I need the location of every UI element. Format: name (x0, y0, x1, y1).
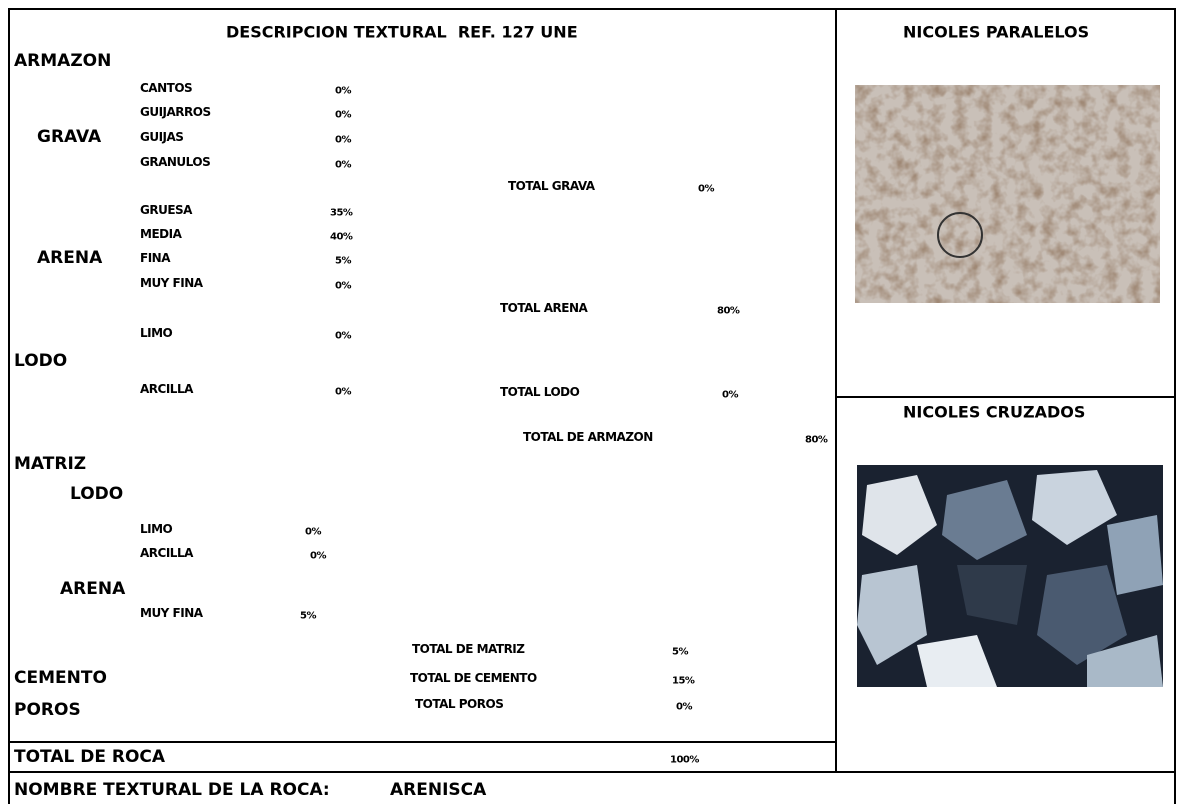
item-label: ARCILLA (140, 382, 193, 396)
total-label: TOTAL POROS (415, 697, 504, 711)
total-value: 80% (717, 305, 740, 317)
border (8, 771, 1176, 773)
group: GRAVA (37, 127, 102, 147)
item-value: 0% (305, 526, 321, 538)
item-label: CANTOS (140, 81, 193, 95)
section: POROS (14, 700, 81, 720)
total-label: TOTAL DE ARMAZON (523, 430, 653, 444)
border (8, 8, 1176, 10)
item-label: MEDIA (140, 227, 182, 241)
group: ARENA (37, 248, 103, 268)
group: LODO (70, 484, 124, 504)
item-value: 5% (300, 610, 316, 622)
item-value: 0% (335, 85, 351, 97)
total-value: 15% (672, 675, 695, 687)
item-label: GUIJARROS (140, 105, 211, 119)
total-label: TOTAL ARENA (500, 301, 588, 315)
item-value: 0% (335, 330, 351, 342)
item-label: GRUESA (140, 203, 192, 217)
total-value: 100% (670, 754, 699, 766)
item-value: 0% (335, 280, 351, 292)
item-label: MUY FINA (140, 276, 203, 290)
name-value: ARENISCA (390, 780, 487, 800)
total-label: TOTAL LODO (500, 385, 580, 399)
total-value: 80% (805, 434, 828, 446)
item-value: 0% (335, 109, 351, 121)
item-label: LIMO (140, 326, 173, 340)
item-label: LIMO (140, 522, 173, 536)
item-value: 40% (330, 231, 353, 243)
total-label: TOTAL DE MATRIZ (412, 642, 525, 656)
panel-title: NICOLES PARALELOS (903, 22, 1090, 42)
section: LODO (14, 351, 68, 371)
item-label: MUY FINA (140, 606, 203, 620)
border (1174, 8, 1176, 804)
group: ARENA (60, 579, 126, 599)
total-value: 0% (676, 701, 692, 713)
section: CEMENTO (14, 668, 107, 688)
section: ARMAZON (14, 51, 112, 71)
item-value: 5% (335, 255, 351, 267)
total-label: TOTAL DE ROCA (14, 747, 166, 767)
border (8, 741, 837, 743)
total-value: 0% (722, 389, 738, 401)
item-value: 0% (335, 159, 351, 171)
border (835, 8, 837, 772)
border (8, 8, 10, 804)
title: DESCRIPCION TEXTURAL REF. 127 UNE (226, 22, 578, 42)
item-label: ARCILLA (140, 546, 193, 560)
item-label: FINA (140, 251, 171, 265)
item-value: 0% (310, 550, 326, 562)
item-value: 0% (335, 386, 351, 398)
item-value: 35% (330, 207, 353, 219)
photo (857, 465, 1163, 687)
item-label: GUIJAS (140, 130, 184, 144)
item-label: GRANULOS (140, 155, 211, 169)
section: MATRIZ (14, 454, 87, 474)
total-label: TOTAL GRAVA (508, 179, 595, 193)
photo (855, 85, 1160, 303)
total-label: TOTAL DE CEMENTO (410, 671, 537, 685)
total-value: 0% (698, 183, 714, 195)
name-label: NOMBRE TEXTURAL DE LA ROCA: (14, 780, 330, 800)
total-value: 5% (672, 646, 688, 658)
item-value: 0% (335, 134, 351, 146)
border (835, 396, 1176, 398)
panel-title: NICOLES CRUZADOS (903, 402, 1086, 422)
